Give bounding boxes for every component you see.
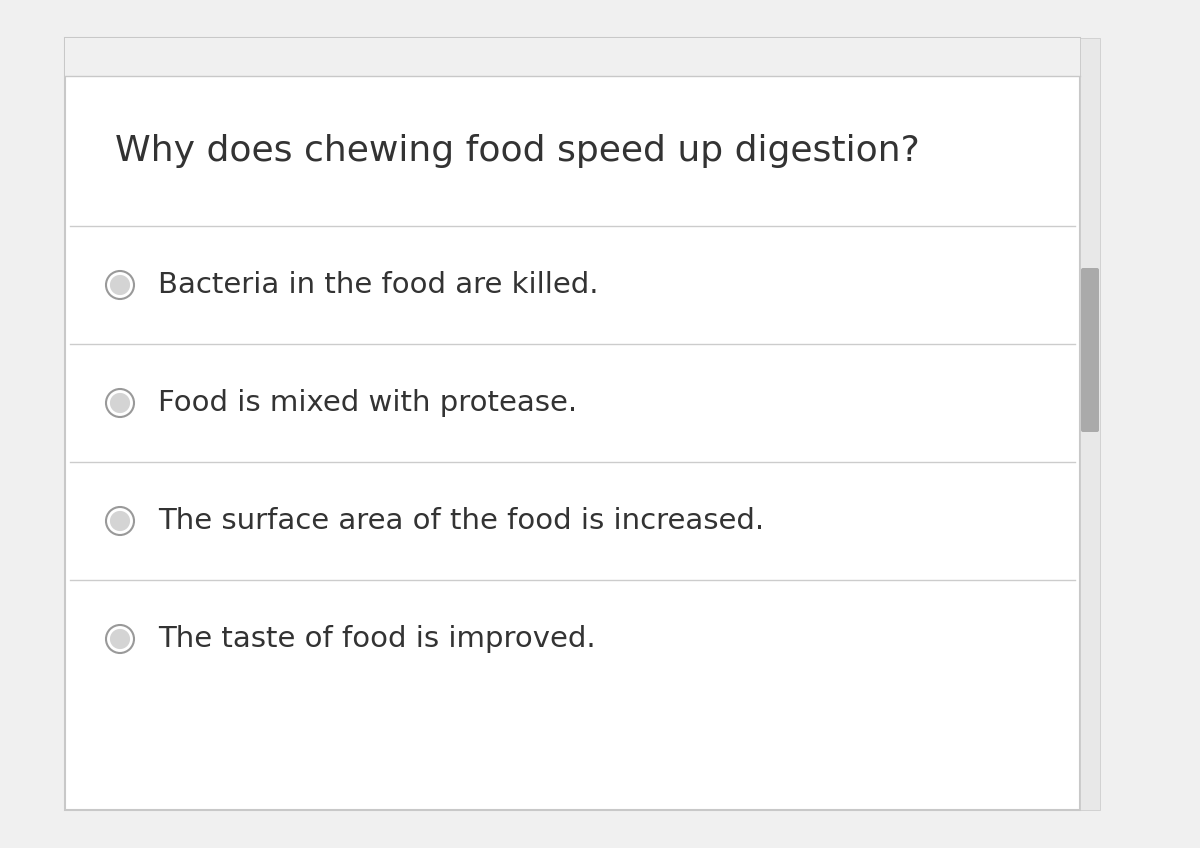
Text: The surface area of the food is increased.: The surface area of the food is increase… [158,507,764,535]
Text: Food is mixed with protease.: Food is mixed with protease. [158,389,577,417]
Text: Why does chewing food speed up digestion?: Why does chewing food speed up digestion… [115,134,919,168]
Text: Bacteria in the food are killed.: Bacteria in the food are killed. [158,271,599,299]
Circle shape [110,393,130,413]
Bar [65,38,1080,810]
Bar [1080,0,1200,848]
Circle shape [110,275,130,295]
Circle shape [106,389,134,417]
Circle shape [110,510,130,531]
Circle shape [106,625,134,653]
FancyBboxPatch shape [1081,268,1099,432]
Bar [0,0,65,848]
Circle shape [106,271,134,299]
Bar [65,38,1080,76]
Circle shape [110,629,130,649]
Bar [0,810,1200,848]
Text: The taste of food is improved.: The taste of food is improved. [158,625,595,653]
Bar [0,0,1200,38]
Bar [1080,38,1100,810]
Circle shape [106,507,134,535]
